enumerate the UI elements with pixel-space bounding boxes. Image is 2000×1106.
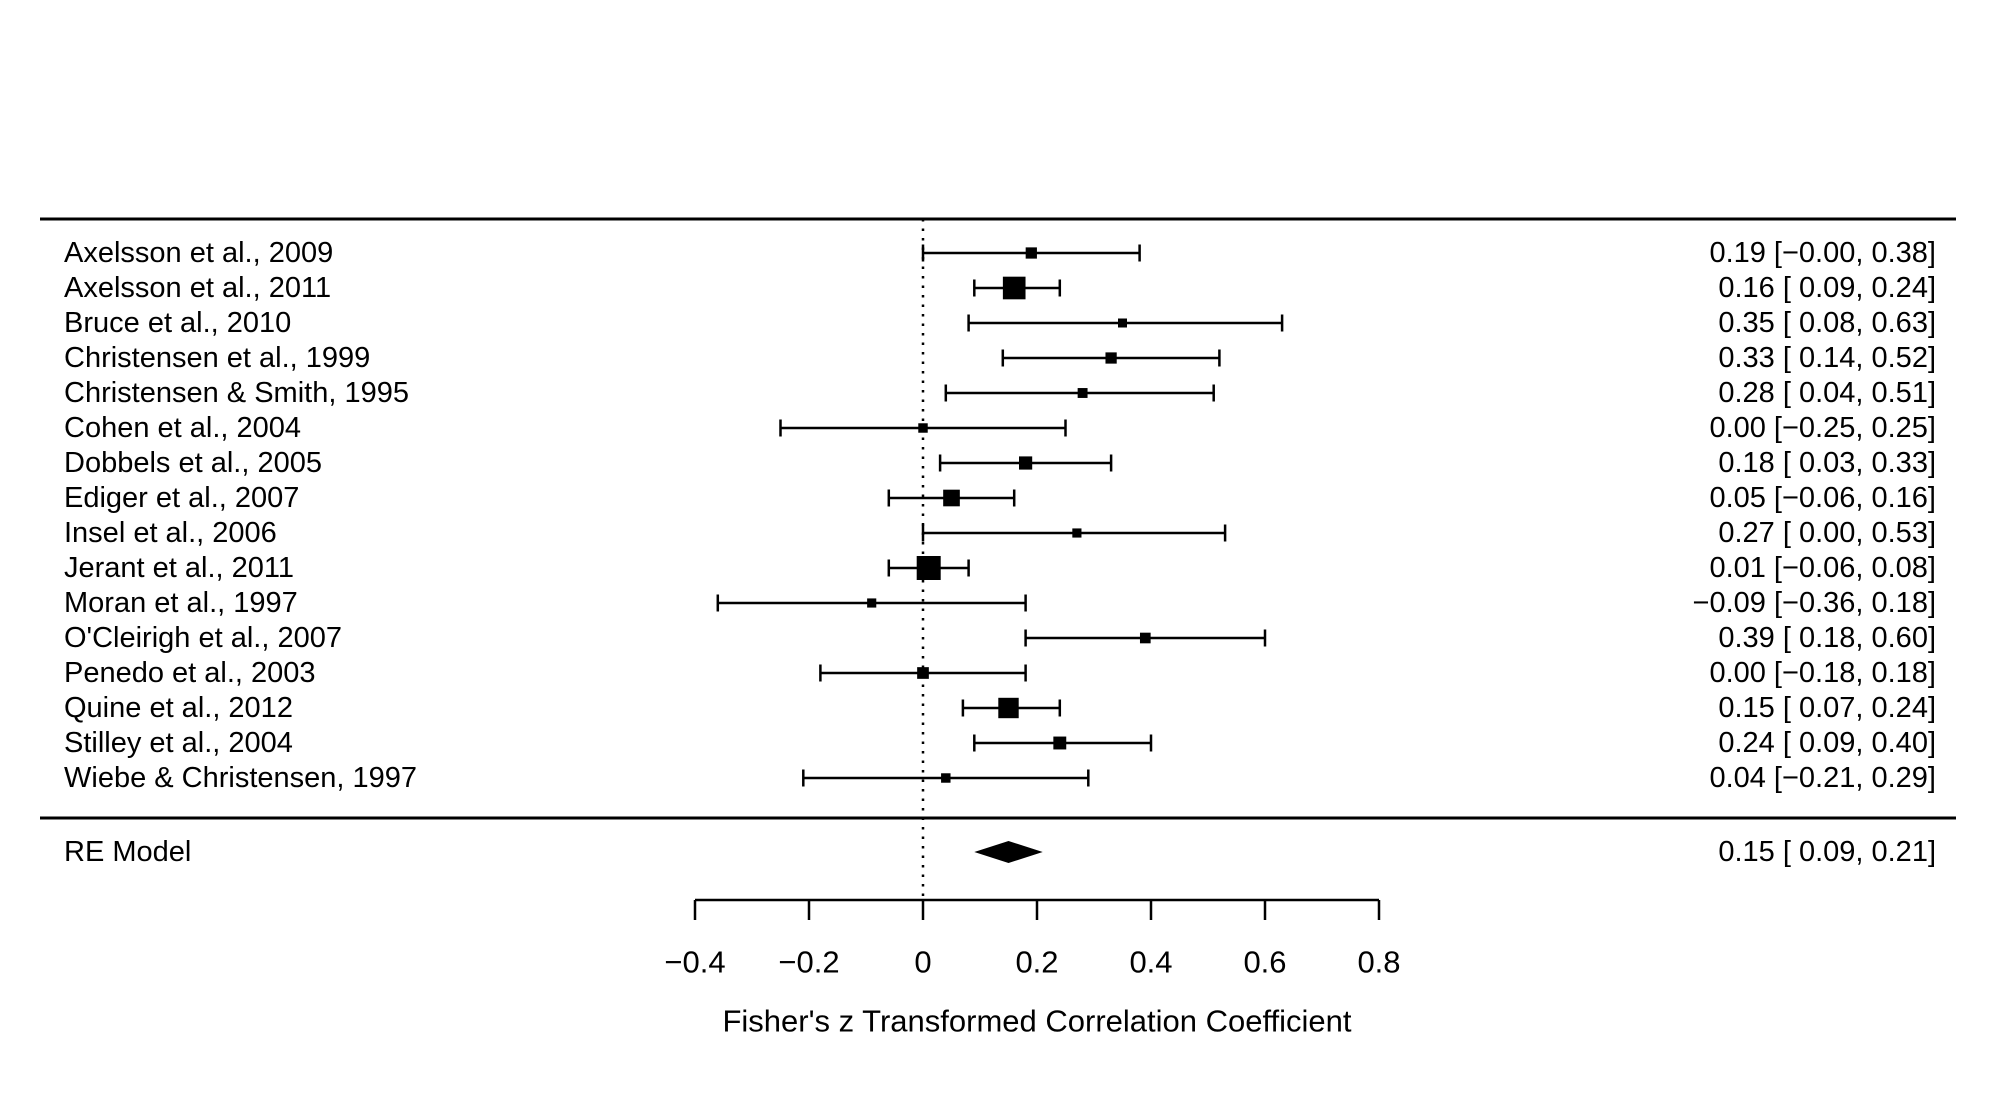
x-axis-tick-label: 0.4 xyxy=(1129,945,1172,980)
study-annotation: 0.00 [−0.18, 0.18] xyxy=(1709,657,1936,689)
study-marker xyxy=(917,667,929,679)
study-label: Insel et al., 2006 xyxy=(64,517,277,549)
x-axis-tick-label: −0.4 xyxy=(664,945,725,980)
study-marker xyxy=(918,423,928,433)
study-label: Quine et al., 2012 xyxy=(64,692,293,724)
study-annotation: 0.28 [ 0.04, 0.51] xyxy=(1718,377,1936,409)
study-annotation: 0.15 [ 0.07, 0.24] xyxy=(1718,692,1936,724)
study-annotation: 0.33 [ 0.14, 0.52] xyxy=(1718,342,1936,374)
study-annotation: 0.19 [−0.00, 0.38] xyxy=(1709,237,1936,269)
study-marker xyxy=(916,556,941,580)
study-label: Penedo et al., 2003 xyxy=(64,657,316,689)
study-label: Dobbels et al., 2005 xyxy=(64,447,322,479)
x-axis-tick-label: 0.2 xyxy=(1015,945,1058,980)
study-annotation: 0.01 [−0.06, 0.08] xyxy=(1709,552,1936,584)
study-marker xyxy=(867,598,877,608)
x-axis-tick-label: 0.8 xyxy=(1357,945,1400,980)
study-label: Christensen & Smith, 1995 xyxy=(64,377,409,409)
study-annotation: 0.35 [ 0.08, 0.63] xyxy=(1718,307,1936,339)
study-label: Cohen et al., 2004 xyxy=(64,412,301,444)
study-marker xyxy=(1002,276,1026,300)
study-label: Moran et al., 1997 xyxy=(64,587,298,619)
study-marker xyxy=(1105,352,1117,364)
x-axis-tick-label: 0 xyxy=(914,945,931,980)
study-marker xyxy=(1019,456,1033,470)
study-marker xyxy=(1139,632,1151,644)
study-label: Christensen et al., 1999 xyxy=(64,342,370,374)
study-marker xyxy=(1072,528,1082,538)
summary-diamond xyxy=(974,841,1043,863)
study-marker xyxy=(1025,247,1037,259)
study-marker xyxy=(1053,736,1067,750)
x-axis-tick-label: −0.2 xyxy=(778,945,839,980)
study-label: Axelsson et al., 2011 xyxy=(64,272,331,304)
study-marker xyxy=(1118,318,1127,328)
study-annotation: −0.09 [−0.36, 0.18] xyxy=(1693,587,1936,619)
study-marker xyxy=(1077,388,1088,398)
study-label: Axelsson et al., 2009 xyxy=(64,237,333,269)
x-axis-title: Fisher's z Transformed Correlation Coeff… xyxy=(722,1004,1351,1039)
study-marker xyxy=(998,697,1019,719)
summary-annotation: 0.15 [ 0.09, 0.21] xyxy=(1718,836,1936,868)
x-axis-tick-label: 0.6 xyxy=(1243,945,1286,980)
study-marker xyxy=(943,489,960,507)
study-annotation: 0.00 [−0.25, 0.25] xyxy=(1709,412,1936,444)
study-marker xyxy=(941,773,951,783)
summary-label: RE Model xyxy=(64,836,191,868)
study-annotation: 0.39 [ 0.18, 0.60] xyxy=(1718,622,1936,654)
study-annotation: 0.16 [ 0.09, 0.24] xyxy=(1718,272,1936,304)
study-annotation: 0.27 [ 0.00, 0.53] xyxy=(1718,517,1936,549)
study-annotation: 0.24 [ 0.09, 0.40] xyxy=(1718,727,1936,759)
study-label: O'Cleirigh et al., 2007 xyxy=(64,622,342,654)
study-label: Ediger et al., 2007 xyxy=(64,482,299,514)
study-annotation: 0.04 [−0.21, 0.29] xyxy=(1709,762,1936,794)
study-annotation: 0.18 [ 0.03, 0.33] xyxy=(1718,447,1936,479)
study-label: Wiebe & Christensen, 1997 xyxy=(64,762,417,794)
study-annotation: 0.05 [−0.06, 0.16] xyxy=(1709,482,1936,514)
study-label: Jerant et al., 2011 xyxy=(64,552,294,584)
study-label: Bruce et al., 2010 xyxy=(64,307,291,339)
study-label: Stilley et al., 2004 xyxy=(64,727,293,759)
